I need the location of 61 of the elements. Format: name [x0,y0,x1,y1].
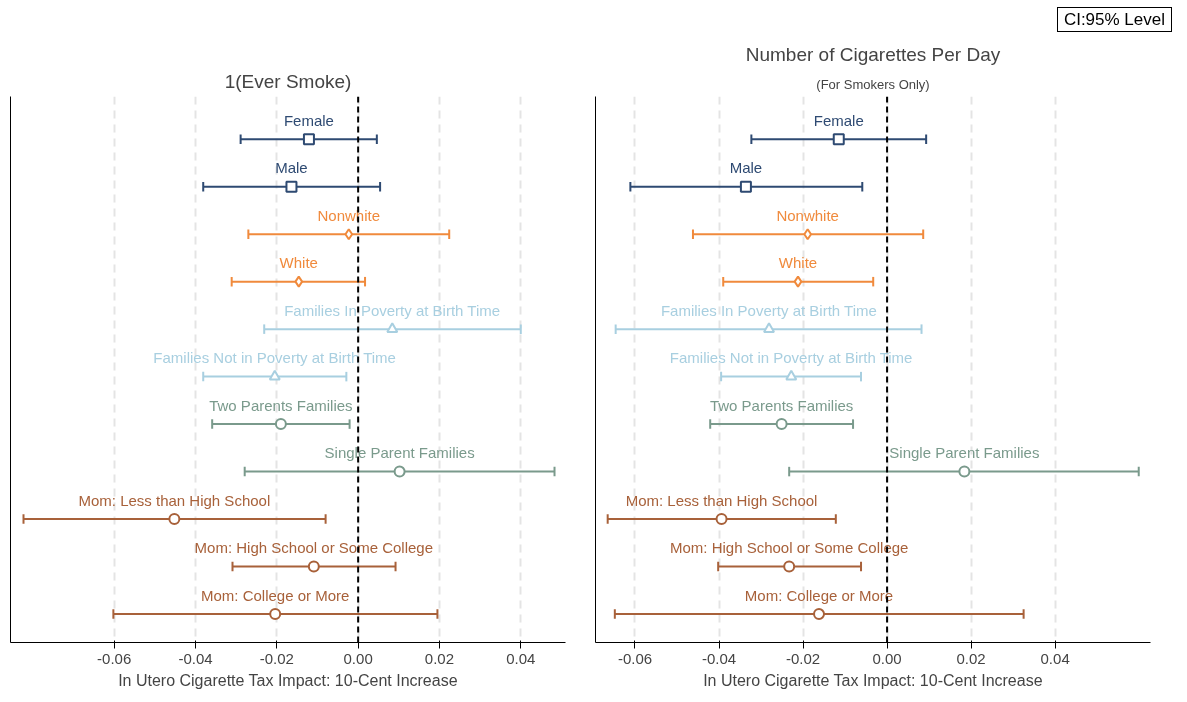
x-tick-label: 0.04 [1040,649,1070,667]
chart-title: 1(Ever Smoke) [224,70,352,92]
y-tick-label: Mom: High School or Some College [194,539,434,557]
point [294,275,304,288]
y-tick-label: Single Parent Families [324,444,475,462]
point [739,180,752,193]
text: CI:95% Level [1056,7,1172,32]
point [268,369,281,381]
point [274,418,287,431]
y-tick-label: Mom: College or More [744,586,894,604]
y-tick-label: Families In Poverty at Birth Time [660,301,877,319]
y-tick-label: Single Parent Families [889,444,1040,462]
point [775,418,788,431]
y-tick-label: Mom: Less than High School [625,491,818,509]
point [813,608,826,620]
x-tick-label: -0.02 [785,649,821,667]
y-tick-label: Mom: Less than High School [78,491,271,509]
point [386,322,399,334]
x-tick-label: -0.02 [259,649,294,667]
point [393,465,406,478]
y-tick-label: White [778,254,818,272]
y-tick-label: Families In Poverty at Birth Time [284,301,501,319]
y-tick-label: White [279,254,318,272]
x-axis-title: In Utero Cigarette Tax Impact: 10-Cent Increase [703,671,1043,689]
x-tick-label: -0.04 [178,649,213,667]
y-tick-label: Two Parents Families [709,396,854,414]
x-tick-label: -0.06 [617,649,653,667]
x-tick-label: -0.06 [97,649,132,667]
point [168,513,181,526]
y-tick-label: Families Not in Poverty at Birth Time [153,349,396,367]
x-axis-title: In Utero Cigarette Tax Impact: 10-Cent Increase [118,671,458,689]
y-tick-label: Female [813,111,864,129]
y-tick-label: Female [283,111,334,129]
y-tick-label: Male [275,159,308,177]
x-tick-label: -0.04 [701,649,737,667]
y-tick-label: Families Not in Poverty at Birth Time [669,349,913,367]
point [783,560,796,573]
x-tick-label: 0.00 [872,649,902,667]
point [958,465,971,478]
y-tick-label: Mom: High School or Some College [669,539,909,557]
point [344,228,354,241]
point [715,513,728,526]
point [307,560,320,573]
point [285,180,298,193]
point [302,133,315,146]
y-tick-label: Nonwhite [776,206,839,224]
x-tick-label: 0.02 [424,649,455,667]
point [832,133,845,146]
x-tick-label: 0.02 [956,649,986,667]
chart-title: Number of Cigarettes Per Day [745,43,1001,65]
point [269,608,282,620]
y-tick-label: Male [729,159,763,177]
chart-subtitle: (For Smokers Only) [816,76,930,92]
x-tick-label: 0.00 [343,649,373,667]
y-tick-label: Nonwhite [317,206,381,224]
point [793,275,803,288]
point [763,322,776,334]
y-tick-label: Two Parents Families [209,396,353,414]
point [785,369,798,381]
x-tick-label: 0.04 [506,649,536,667]
y-tick-label: Mom: College or More [201,586,350,604]
